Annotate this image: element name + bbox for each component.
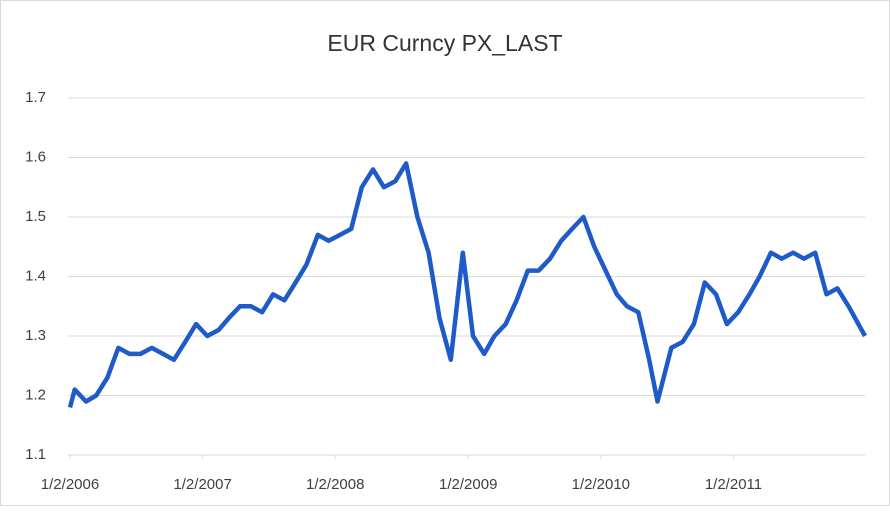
y-tick-label: 1.2 [25, 386, 46, 403]
x-tick-label: 1/2/2009 [439, 476, 497, 493]
y-tick-label: 1.6 [25, 148, 46, 165]
x-tick-label: 1/2/2011 [705, 476, 762, 493]
y-tick-label: 1.7 [25, 89, 46, 106]
y-tick-label: 1.1 [25, 446, 46, 463]
y-tick-label: 1.4 [25, 267, 46, 284]
y-tick-label: 1.5 [25, 208, 46, 225]
x-tick-label: 1/2/2008 [306, 476, 364, 493]
x-tick-label: 1/2/2006 [41, 476, 99, 493]
series-line [67, 161, 867, 408]
x-tick-label: 1/2/2010 [572, 476, 630, 493]
y-tick-label: 1.3 [25, 327, 46, 344]
chart-title: EUR Curncy PX_LAST [327, 30, 562, 56]
x-tick-label: 1/2/2007 [173, 476, 231, 493]
